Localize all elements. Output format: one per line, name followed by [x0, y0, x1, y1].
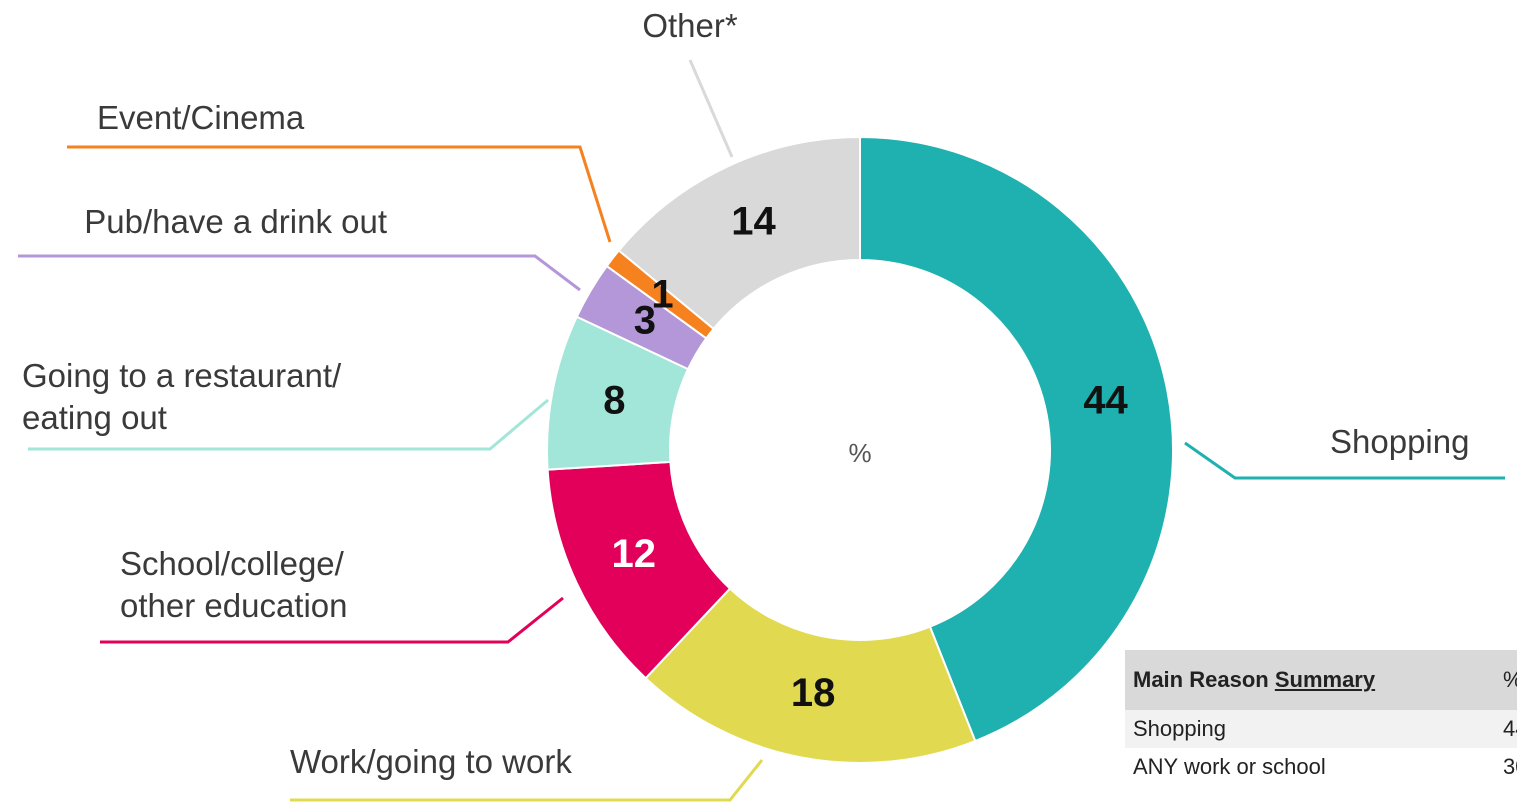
category-label: Shopping — [1330, 423, 1470, 460]
category-label: Work/going to work — [290, 743, 572, 780]
category-label: Other* — [642, 7, 738, 44]
category-label: Event/Cinema — [97, 99, 305, 136]
leader-line — [18, 254, 581, 292]
table-row: Shopping 44 — [1125, 710, 1517, 748]
value-label: 3 — [634, 298, 656, 342]
cell: 44 — [1503, 716, 1517, 741]
category-label: School/college/ other education — [120, 545, 348, 624]
leader-lines — [18, 59, 1505, 802]
category-label: Pub/have a drink out — [84, 203, 387, 240]
leader-line — [100, 596, 564, 644]
segment — [859, 135, 1174, 743]
header-cell: % — [1503, 667, 1517, 693]
category-label: Going to a restaurant/ eating out — [22, 357, 342, 436]
leader-line — [1184, 441, 1505, 480]
header-underlined: Summary — [1274, 667, 1376, 692]
leader-line — [688, 59, 734, 158]
table-row: ANY work or school 30 — [1125, 748, 1517, 786]
value-label: 18 — [791, 671, 836, 715]
value-label: 8 — [603, 379, 625, 423]
leader-line — [28, 398, 549, 451]
leader-line — [67, 145, 612, 243]
value-label: 12 — [612, 532, 657, 576]
donut: 44 18 12 831 14 — [546, 135, 1174, 764]
value-label: 44 — [1083, 379, 1128, 423]
header-cell: Main Reason Summary — [1133, 667, 1503, 693]
segment — [644, 587, 977, 764]
value-label: 14 — [731, 199, 776, 243]
cell: 30 — [1503, 754, 1517, 779]
center-label: % — [848, 438, 871, 468]
summary-table: Main Reason Summary % Shopping 44 ANY wo… — [1125, 650, 1517, 786]
header-text: Main Reason — [1133, 667, 1269, 692]
table-header: Main Reason Summary % — [1125, 650, 1517, 710]
cell: Shopping — [1133, 716, 1226, 741]
cell: ANY work or school — [1133, 754, 1326, 779]
value-label: 1 — [651, 272, 673, 316]
segment — [617, 135, 861, 331]
leader-line — [290, 759, 764, 802]
